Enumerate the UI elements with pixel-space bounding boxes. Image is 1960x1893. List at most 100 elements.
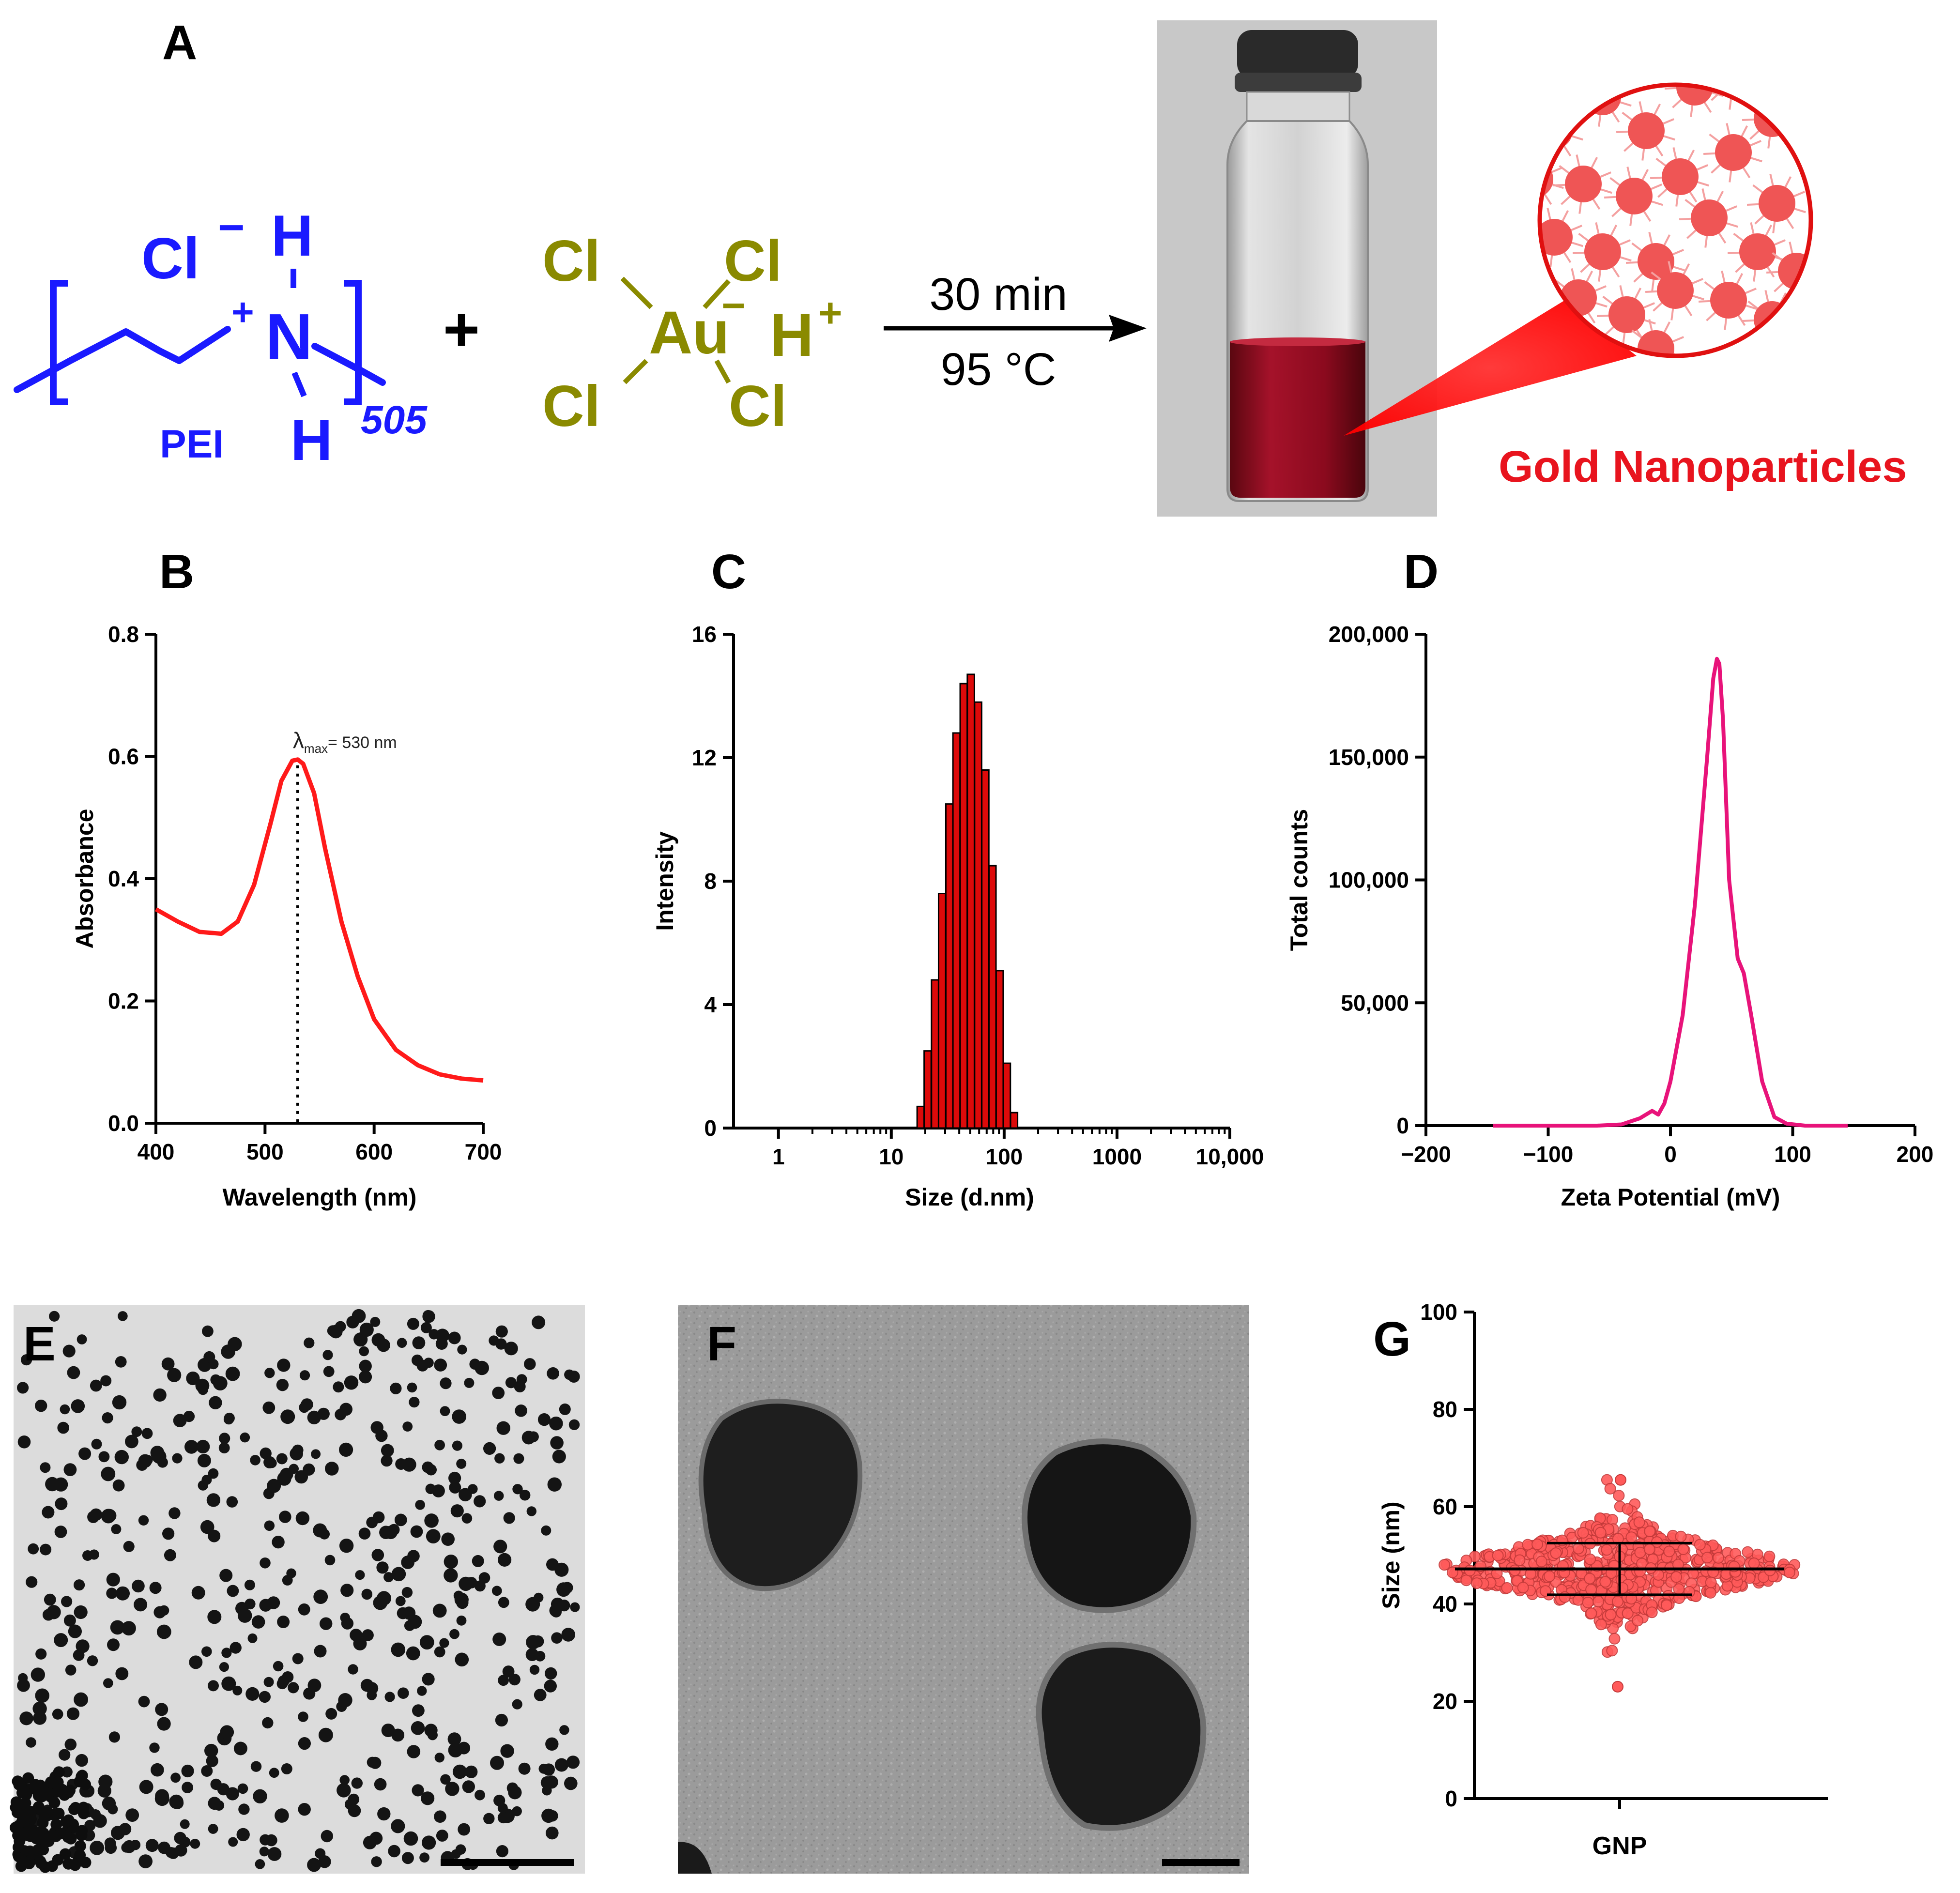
data-point (1748, 1557, 1760, 1569)
tem-particle (318, 1727, 333, 1742)
y-tick-label: 0.6 (108, 744, 139, 769)
tem-particle (449, 1481, 461, 1494)
tem-particle (490, 1756, 504, 1770)
tem-particle (298, 1603, 310, 1616)
tem-particle (371, 1549, 384, 1561)
tem-particle-cluster (60, 1816, 72, 1828)
tem-particle (97, 1784, 111, 1798)
tem-particle (474, 1580, 486, 1592)
pei-bond-lines (14, 326, 386, 393)
tem-particle (532, 1315, 546, 1329)
condition-temperature: 95 °C (941, 344, 1057, 395)
tem-particle (434, 1359, 447, 1372)
tem-particle (498, 1597, 509, 1608)
tem-particle-cluster (37, 1817, 49, 1829)
data-point (1764, 1564, 1776, 1576)
tem-particle (381, 1444, 394, 1457)
tem-particle-cluster (34, 1829, 46, 1841)
tem-particle (168, 1507, 181, 1519)
tem-particle (322, 1350, 333, 1360)
data-point (1531, 1538, 1543, 1550)
zeta-series-line (1493, 656, 1848, 1128)
data-point (1595, 1618, 1607, 1631)
tem-particle (170, 1772, 181, 1783)
tem-particle (164, 1549, 176, 1561)
tem-particle (26, 1737, 36, 1748)
tem-particle (208, 1468, 219, 1479)
tem-particle (546, 1558, 559, 1571)
tem-particle (101, 1466, 116, 1481)
tem-particle (497, 1812, 509, 1824)
tem-particle (546, 1826, 559, 1840)
tem-particle (238, 1803, 250, 1815)
condition-time: 30 min (929, 269, 1067, 320)
au-cl-bond-3 (623, 359, 648, 384)
tem-particle (294, 1470, 308, 1484)
tem-particle (173, 1414, 187, 1428)
tem-particle (440, 1774, 451, 1785)
ligand-line (1772, 106, 1800, 120)
tem-particle (299, 1370, 310, 1381)
y-axis-title: Absorbance (71, 809, 98, 949)
tem-particle (59, 1749, 71, 1761)
tem-particle (138, 1695, 150, 1708)
tem-particle (125, 1808, 139, 1822)
data-point (1704, 1587, 1716, 1599)
tem-particle (267, 1458, 277, 1468)
tem-particle (394, 1513, 407, 1527)
tem-particle-cluster (79, 1778, 91, 1790)
tem-particle (412, 1704, 425, 1717)
tem-particle (339, 1539, 354, 1553)
tem-particle (492, 1387, 505, 1400)
vial-solution (1230, 341, 1365, 498)
data-point (1585, 1607, 1597, 1619)
tem-particle (407, 1745, 421, 1758)
panel-e: E (10, 1305, 585, 1874)
tem-particle (139, 1780, 153, 1794)
haucl4-h: H (770, 302, 813, 369)
tem-particle-cluster (55, 1828, 67, 1840)
pei-plus: + (231, 290, 254, 334)
tem-particle (138, 1854, 153, 1869)
nanoparticle (1710, 282, 1747, 319)
y-axis-title: Intensity (651, 831, 678, 931)
tem-particle (221, 1676, 236, 1691)
tem-particle (402, 1606, 416, 1620)
ligand-line (1733, 53, 1747, 80)
tem-particle (273, 1661, 284, 1672)
tem-particle (149, 1742, 160, 1753)
tem-particle (311, 1449, 321, 1459)
data-point (1604, 1482, 1616, 1495)
tem-particle (492, 1633, 506, 1646)
tem-particle (403, 1831, 418, 1846)
tem-particle (208, 1359, 219, 1370)
tem-particle (350, 1629, 363, 1642)
tem-particle (63, 1614, 76, 1627)
tem-particle (545, 1667, 557, 1680)
tem-particle (391, 1567, 406, 1582)
tem-particle (280, 1467, 293, 1481)
tem-particle (156, 1624, 171, 1639)
tem-particle (116, 1586, 130, 1601)
tem-particle (313, 1589, 328, 1604)
panel-letter-b: B (159, 545, 194, 599)
tem-particle (564, 1776, 578, 1790)
tem-particle (366, 1682, 379, 1695)
tem-particle (132, 1579, 145, 1593)
tem-particle (512, 1699, 522, 1710)
tem-particle (111, 1524, 122, 1534)
tem-particle (547, 1367, 559, 1380)
tem-particle (262, 1717, 274, 1729)
ligand-line (1727, 51, 1733, 80)
size-bar (937, 893, 947, 1129)
tem-particle (90, 1379, 102, 1392)
tem-particle (452, 1409, 466, 1424)
tem-particle (422, 1310, 434, 1321)
vial-cap (1237, 30, 1358, 78)
tem-particle (337, 1783, 351, 1798)
tem-particle (434, 1753, 444, 1763)
tem-particle (315, 1848, 326, 1859)
tem-particle (457, 1344, 467, 1355)
tem-particle (339, 1775, 350, 1785)
tem-f-particle-edge (678, 1842, 712, 1874)
